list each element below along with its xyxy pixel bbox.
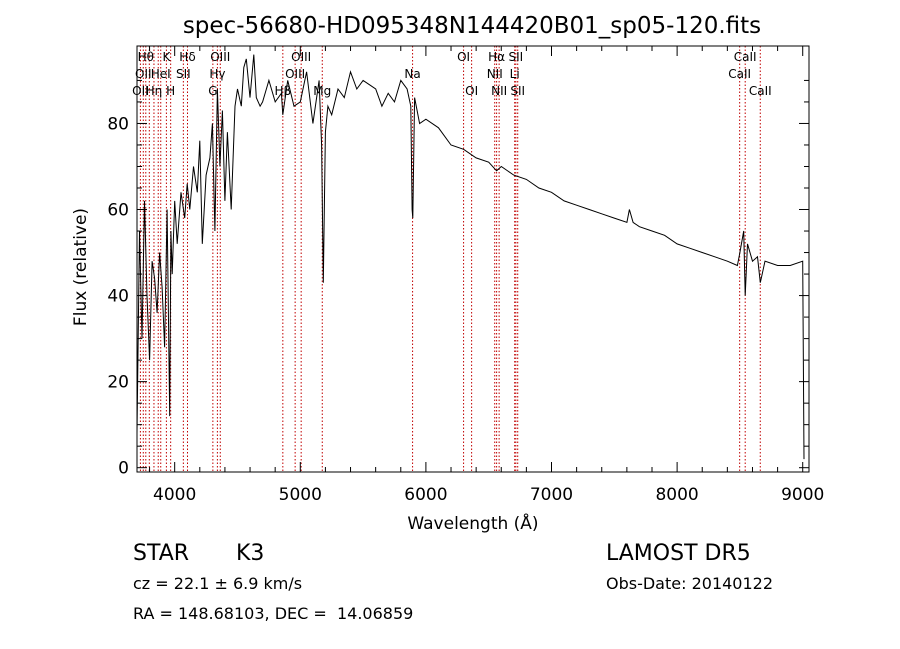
line-marker-label: NII	[487, 67, 503, 81]
line-marker-label: OII	[135, 67, 152, 81]
x-tick-label: 6000	[404, 485, 447, 505]
line-marker-label: OIII	[210, 50, 230, 64]
x-tick-label: 5000	[279, 485, 322, 505]
line-marker-label: OIII	[285, 67, 305, 81]
observation-date: Obs-Date: 20140122	[606, 574, 774, 593]
line-marker-label: Li	[510, 67, 520, 81]
survey-name: LAMOST DR5	[606, 541, 751, 566]
line-marker-label: SII	[508, 50, 523, 64]
line-marker-label: CaII	[749, 84, 772, 98]
spectrum-line	[136, 54, 805, 460]
line-marker-label: OIII	[291, 50, 311, 64]
line-marker-label: NII	[491, 84, 507, 98]
line-marker-label: HeI	[151, 67, 171, 81]
y-axis-label: Flux (relative)	[71, 208, 91, 326]
spectral-line-labels: OIIOIIHθHηHeIKHSIIHδGHγOIIIHβOIIIOIIIMgN…	[132, 50, 772, 98]
line-marker-label: Mg	[313, 84, 331, 98]
x-tick-label: 9000	[781, 485, 824, 505]
line-marker-label: Hθ	[138, 50, 154, 64]
y-tick-label: 80	[107, 114, 129, 134]
line-marker-label: Hγ	[209, 67, 225, 81]
line-marker-label: SII	[510, 84, 525, 98]
y-axis: 0 20 40 60 80	[107, 79, 809, 479]
line-marker-label: G	[208, 84, 217, 98]
line-marker-label: CaII	[728, 67, 751, 81]
x-tick-label: 4000	[153, 485, 196, 505]
y-tick-label: 40	[107, 287, 129, 307]
line-marker-label: K	[162, 50, 171, 64]
x-axis: 4000 5000 6000 7000 8000 9000	[149, 46, 824, 505]
x-tick-label: 7000	[530, 485, 573, 505]
y-tick-label: 0	[118, 459, 129, 479]
line-marker-label: OI	[465, 84, 478, 98]
line-marker-label: Hδ	[179, 50, 195, 64]
line-marker-label: OII	[132, 84, 149, 98]
object-class: STAR	[133, 541, 190, 566]
spectral-line-markers	[139, 46, 761, 472]
coordinates: RA = 148.68103, DEC = 14.06859	[133, 604, 414, 623]
line-marker-label: SII	[176, 67, 191, 81]
x-axis-label: Wavelength (Å)	[407, 512, 538, 534]
redshift-value: cz = 22.1 ± 6.9 km/s	[133, 574, 303, 593]
line-marker-label: Hη	[146, 84, 163, 98]
y-tick-label: 60	[107, 201, 129, 221]
line-marker-label: OI	[457, 50, 470, 64]
line-marker-label: Hα	[488, 50, 505, 64]
line-marker-label: H	[166, 84, 175, 98]
line-marker-label: Na	[404, 67, 420, 81]
x-tick-label: 8000	[655, 485, 698, 505]
object-subclass: K3	[236, 541, 265, 566]
chart-title: spec-56680-HD095348N144420B01_sp05-120.f…	[183, 13, 761, 39]
y-tick-label: 20	[107, 373, 129, 393]
plot-frame	[136, 45, 810, 473]
line-marker-label: CaII	[734, 50, 757, 64]
